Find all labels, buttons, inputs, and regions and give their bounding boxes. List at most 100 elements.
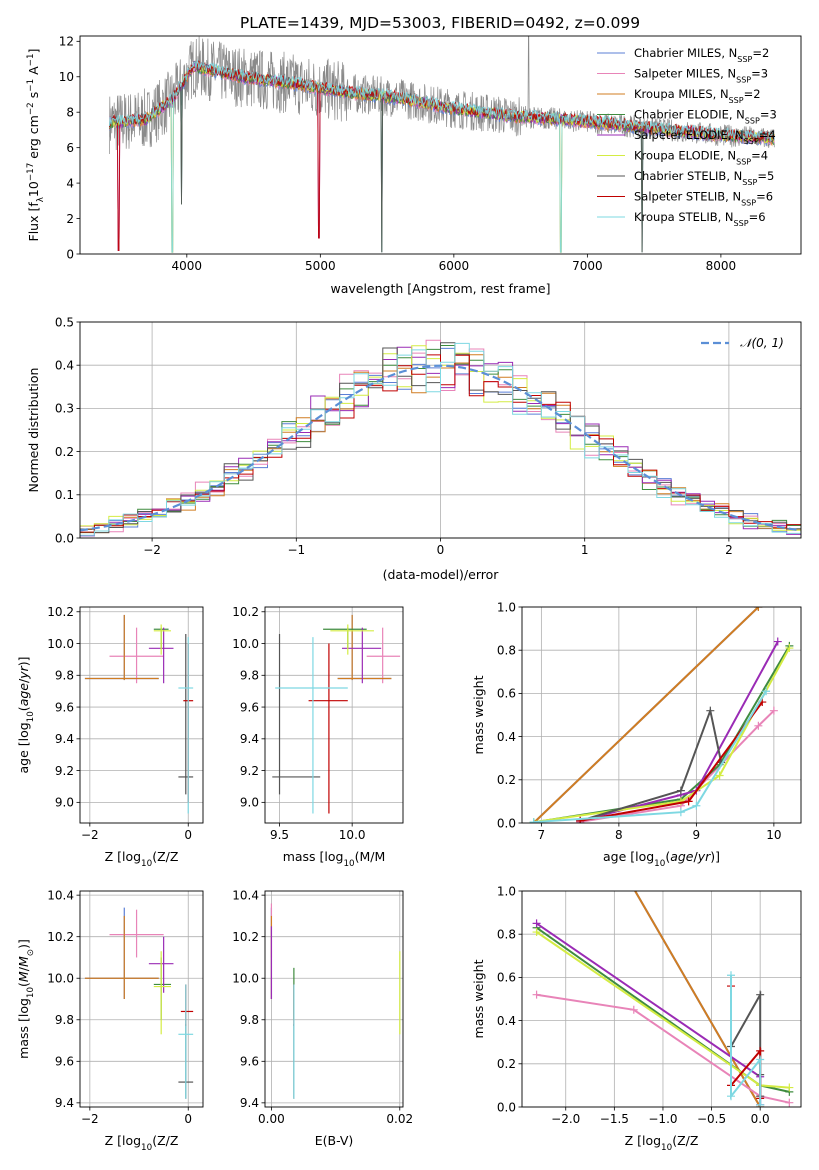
y-tick-label: 10.2 [47,605,74,619]
weight-marker-kroupa_miles [754,607,763,611]
errorbar-chabrier_stelib [272,634,321,795]
y-axis-label: mass weight [471,675,486,754]
y-tick-label: 10.0 [232,637,259,651]
weight-marker-kroupa_stelib [756,1100,765,1107]
y-tick-label: 9.4 [240,1096,259,1110]
y-tick-label: 12 [59,35,74,49]
axes-frame [79,321,802,539]
errorbar-salpeter_miles [109,909,164,958]
chart-mass_vs_EBV: 0.00 0.02 9.4 9.6 9.8 10.0 10.2 10.4 E(B-V) [232,888,413,1148]
x-axis-label: mass [log10(M/M [283,849,386,869]
errorbar-salpeter_stelib [308,643,348,814]
y-axis-label: age [log10(age/yr)] [16,656,36,773]
errorbar-kroupa_elodie [153,624,172,655]
weight-marker-kroupa_elodie [715,771,724,780]
x-tick-label: −2 [81,1112,99,1126]
plot-area [272,614,401,814]
errorbar-salpeter_elodie [341,627,382,684]
y-tick-label: 9.6 [55,700,74,714]
y-tick-label: 9.6 [240,700,259,714]
y-axis-label: Normed distribution [26,368,41,493]
x-tick-label: 7000 [572,259,603,273]
y-tick-label: 2 [66,212,74,226]
weight-marker-salpeter_miles [629,1005,638,1014]
model-spectrum-kroupa_stelib [108,59,775,253]
chart-spectrum: 4000 5000 6000 7000 8000 0 2 4 6 8 10 12 wavelength … [26,35,802,296]
weight-marker-kroupa_stelib [692,801,701,810]
legend-label: Kroupa STELIB, NSSP=6 [634,210,766,228]
legend-label: Salpeter ELODIE, NSSP=4 [634,128,776,146]
weight-marker-salpeter_stelib [684,797,693,806]
y-tick-label: 9.2 [55,764,74,778]
y-tick-label: 10 [59,70,74,84]
axes-frame [264,890,404,1108]
x-tick-label: 9 [693,828,701,842]
x-tick-label: 0 [184,828,192,842]
x-axis-label: age [log10(age/yr)] [603,849,720,869]
x-tick-label: 9.5 [270,828,289,842]
figure-title: PLATE=1439, MJD=53003, FIBERID=0492, z=0… [240,14,640,32]
y-tick-label: 0.1 [55,488,74,502]
y-tick-label: 0.2 [497,1057,516,1071]
y-tick-label: 8 [66,106,74,120]
x-tick-label: 0 [184,1112,192,1126]
weight-line-kroupa_stelib [730,975,762,1105]
y-tick-label: 1.0 [497,600,516,614]
y-tick-label: 0.4 [497,730,516,744]
histogram-kroupa_stelib [80,342,801,536]
weight-marker-kroupa_stelib [727,1092,736,1101]
plot-area [108,36,775,253]
y-axis-label: mass [log10(M/M⊙)] [16,939,36,1059]
chart-mass_weight_vs_age: 7 8 9 10 0.0 0.2 0.4 0.6 0.8 1.0 age [log10(age/yr… [471,600,802,869]
y-tick-label: 0.2 [497,773,516,787]
chart-age_vs_Z: −2 0 9.0 9.2 9.4 9.6 9.8 10.0 10.2 Z [log10(Z/Z ag… [16,605,204,869]
plot-area [80,339,801,537]
legend-label: 𝒩(0, 1) [740,336,784,350]
y-tick-label: 0.6 [497,971,516,985]
axes-frame [521,606,802,824]
x-tick-label: −0.5 [697,1112,726,1126]
weight-marker-salpeter_miles [754,721,763,730]
x-tick-label: −2 [81,828,99,842]
y-tick-label: 10.2 [232,605,259,619]
y-tick-label: 0.8 [497,928,516,942]
weight-line-kroupa_stelib [533,690,767,823]
x-axis-label: (data-model)/error [383,567,500,582]
axes-frame [79,890,204,1108]
x-tick-label: 6000 [439,259,470,273]
y-tick-label: 9.4 [240,732,259,746]
plot-area [532,891,794,1107]
y-tick-label: 10.0 [47,972,74,986]
y-tick-label: 10.0 [232,972,259,986]
legend-label: Salpeter STELIB, NSSP=6 [634,190,773,208]
plot-area [529,607,794,823]
y-axis-label: mass weight [471,959,486,1038]
y-tick-label: 9.8 [55,669,74,683]
y-tick-label: 9.6 [240,1055,259,1069]
plot-area [270,903,401,1099]
weight-marker-kroupa_stelib [727,971,736,980]
weight-marker-chabrier_stelib [676,786,685,795]
errorbar-kroupa_miles [84,614,159,681]
errorbar-kroupa_stelib [178,984,194,1099]
weight-marker-salpeter_miles [785,1098,794,1107]
weight-marker-salpeter_stelib [756,1046,765,1055]
legend-label: Chabrier MILES, NSSP=2 [634,46,769,64]
y-tick-label: 9.4 [55,732,74,746]
errorbar-kroupa_elodie [153,951,172,1035]
x-tick-label: −2.0 [551,1112,580,1126]
y-axis-label: Flux [fλ10−17 erg cm−2 s−1 A−1] [26,49,46,242]
axes-frame [79,606,204,824]
y-tick-label: 6 [66,141,74,155]
y-tick-label: 9.8 [55,1013,74,1027]
errorbar-chabrier_stelib [178,634,194,795]
legend-label: Kroupa MILES, NSSP=2 [634,87,761,105]
weight-marker-salpeter_miles [769,706,778,715]
x-tick-label: −1.0 [648,1112,677,1126]
errorbar-kroupa_stelib [178,637,194,814]
y-tick-label: 0.4 [55,359,74,373]
x-tick-label: 0.00 [258,1112,285,1126]
y-tick-label: 0.5 [55,315,74,329]
y-tick-label: 10.0 [47,637,74,651]
